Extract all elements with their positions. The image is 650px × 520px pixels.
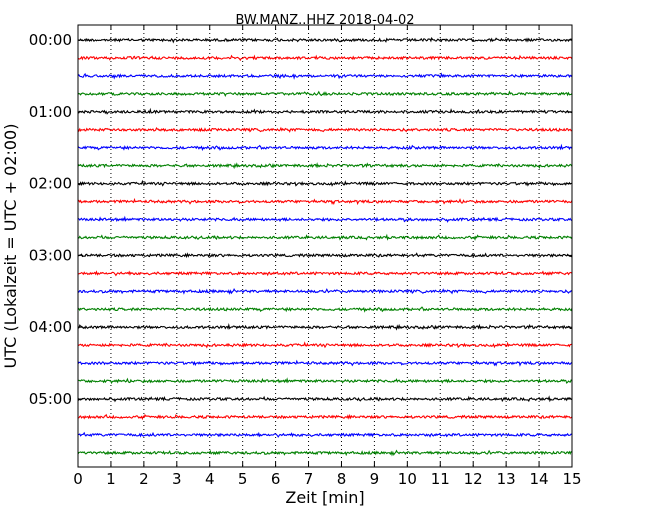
trace-line [77,359,573,367]
x-tick-label: 7 [304,470,314,488]
y-tick-label: 01:00 [29,103,72,121]
trace-line [77,449,573,457]
trace-line [77,107,573,115]
trace-line [77,126,573,133]
x-tick-label: 0 [73,470,83,488]
x-tick-label: 1 [106,470,116,488]
trace-line [77,413,573,421]
trace-line [77,54,573,62]
trace-line [77,143,573,152]
x-tick-label: 2 [139,470,149,488]
trace-line [77,90,573,98]
trace-line [77,179,573,187]
x-tick-label: 4 [205,470,215,488]
trace-line [77,377,573,385]
trace-line [77,288,573,295]
y-axis-ticks: 00:00 01:00 02:00 03:00 04:00 05:00 [29,31,572,408]
x-tick-label: 11 [431,470,450,488]
y-tick-label: 03:00 [29,246,72,264]
trace-line [77,431,573,438]
x-tick-label: 12 [464,470,483,488]
grid-lines [110,25,540,467]
x-tick-label: 15 [562,470,581,488]
trace-line [77,270,573,277]
x-tick-label: 10 [398,470,417,488]
trace-line [77,395,573,403]
y-tick-label: 02:00 [29,175,72,193]
trace-line [77,215,573,223]
x-tick-label: 5 [238,470,248,488]
x-tick-label: 3 [172,470,182,488]
seismic-traces [77,36,573,457]
trace-line [77,306,573,313]
y-tick-label: 05:00 [29,390,72,408]
y-tick-label: 04:00 [29,318,72,336]
trace-line [77,252,573,259]
trace-line [77,72,573,80]
trace-line [77,162,573,170]
trace-line [77,233,573,241]
x-axis-ticks: 0 1 2 3 4 5 6 7 8 9 10 11 12 13 14 15 [73,25,582,488]
y-tick-label: 00:00 [29,31,72,49]
x-tick-label: 13 [497,470,516,488]
plot-frame [77,24,573,468]
x-axis-label: Zeit [min] [285,488,364,507]
trace-line [77,323,573,331]
x-tick-label: 6 [271,470,281,488]
chart-title: BW.MANZ..HHZ 2018-04-02 [235,13,414,28]
y-axis-label: UTC (Lokalzeit = UTC + 02:00) [1,124,20,369]
trace-line [77,341,573,349]
trace-line [77,197,573,206]
trace-line [77,36,573,44]
x-tick-label: 14 [530,470,549,488]
x-tick-label: 9 [370,470,380,488]
x-tick-label: 8 [337,470,347,488]
